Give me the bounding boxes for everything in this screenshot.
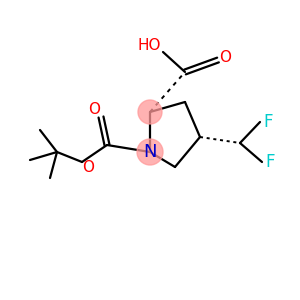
Text: N: N — [143, 143, 157, 161]
Text: F: F — [265, 153, 275, 171]
Text: O: O — [82, 160, 94, 175]
Text: O: O — [88, 103, 100, 118]
Text: O: O — [219, 50, 231, 65]
Circle shape — [138, 100, 162, 124]
Text: F: F — [263, 113, 273, 131]
Circle shape — [137, 139, 163, 165]
Text: HO: HO — [137, 38, 161, 53]
